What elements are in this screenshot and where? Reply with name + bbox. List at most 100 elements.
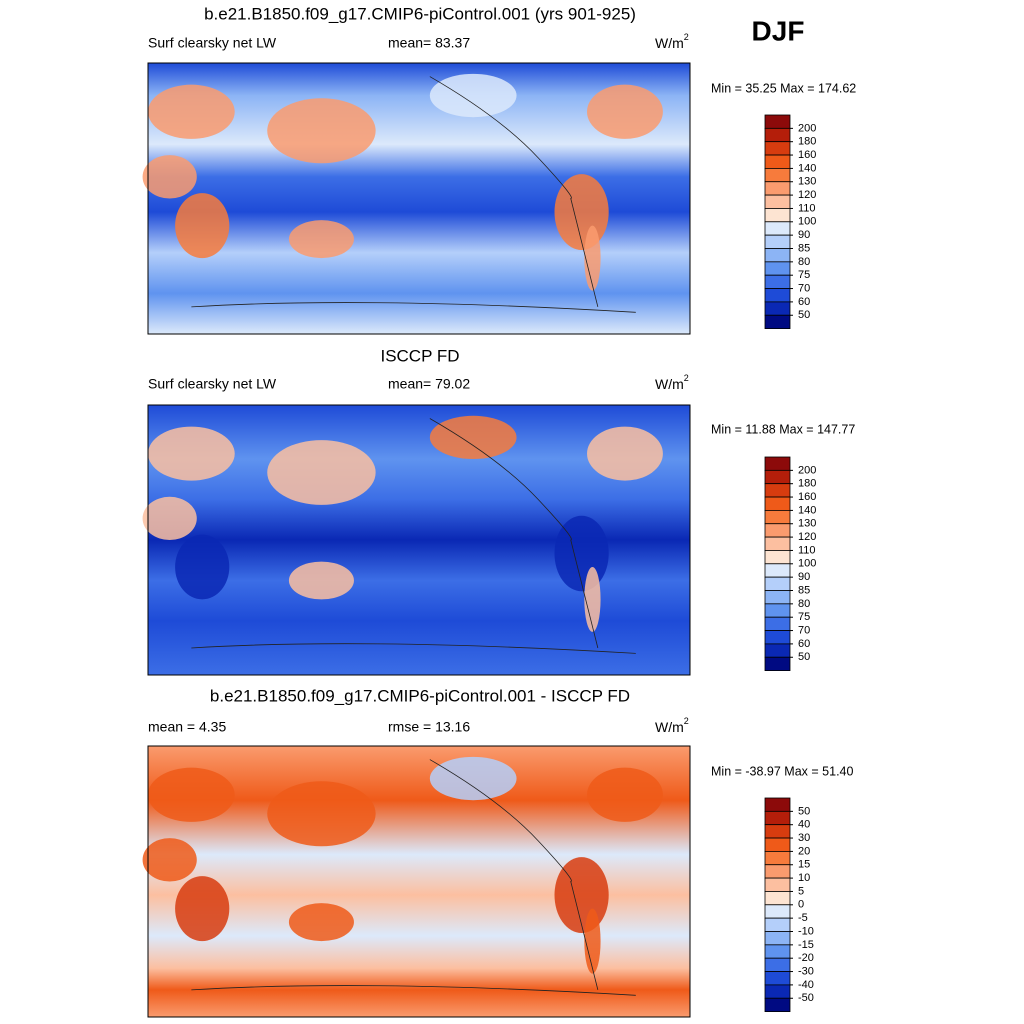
colorbar-label: 85 xyxy=(798,584,810,596)
colorbar-box xyxy=(764,877,791,892)
colorbar-label: -50 xyxy=(798,992,814,1004)
colorbar-label: 100 xyxy=(798,558,816,570)
colorbar-label: -30 xyxy=(798,965,814,977)
region xyxy=(175,193,230,259)
colorbar-box xyxy=(764,536,791,551)
colorbar-label: 90 xyxy=(798,229,810,241)
colorbar-label: -20 xyxy=(798,952,814,964)
region xyxy=(587,426,663,481)
colorbar-box xyxy=(764,891,791,906)
unit-text: W/m xyxy=(655,719,684,735)
panel-title: b.e21.B1850.f09_g17.CMIP6-piControl.001 … xyxy=(204,4,636,23)
unit-label: W/m2 xyxy=(655,373,689,391)
region xyxy=(267,440,376,505)
colorbar-label: 50 xyxy=(798,805,810,817)
colorbar-box xyxy=(764,603,791,618)
colorbar-label: -5 xyxy=(798,912,808,924)
colorbar-label: 70 xyxy=(798,282,810,294)
colorbar-box xyxy=(764,616,791,631)
min-max: Min = -38.97 Max = 51.40 xyxy=(711,764,853,778)
colorbar-label: 50 xyxy=(798,309,810,321)
colorbar-box xyxy=(764,590,791,605)
unit-text: W/m xyxy=(655,376,684,392)
colorbar-label: 100 xyxy=(798,216,816,228)
colorbar-box xyxy=(764,208,791,223)
colorbar-label: 30 xyxy=(798,832,810,844)
colorbar-box xyxy=(764,630,791,645)
colorbar-label: 70 xyxy=(798,624,810,636)
colorbar-label: 120 xyxy=(798,189,816,201)
colorbar-box xyxy=(764,563,791,578)
colorbar-box xyxy=(764,141,791,156)
colorbar-box xyxy=(764,837,791,852)
colorbar-label: 40 xyxy=(798,819,810,831)
colorbar-label: 140 xyxy=(798,504,816,516)
unit-sup: 2 xyxy=(684,32,689,42)
colorbar-box xyxy=(764,824,791,839)
colorbar-box xyxy=(764,931,791,946)
colorbar-label: 75 xyxy=(798,269,810,281)
colorbar-box xyxy=(764,851,791,866)
colorbar-box xyxy=(764,154,791,169)
colorbar-label: 130 xyxy=(798,176,816,188)
map xyxy=(142,62,691,335)
colorbar-label: 180 xyxy=(798,478,816,490)
colorbar-box xyxy=(764,944,791,959)
colorbar-box xyxy=(764,234,791,249)
min-max: Min = 35.25 Max = 174.62 xyxy=(711,81,856,95)
colorbar-label: 90 xyxy=(798,571,810,583)
colorbar-box xyxy=(764,997,791,1013)
colorbar-box xyxy=(764,456,791,471)
colorbar-box xyxy=(764,288,791,303)
colorbar-label: 60 xyxy=(798,296,810,308)
colorbar-label: 110 xyxy=(798,544,816,556)
unit-label: W/m2 xyxy=(655,32,689,50)
colorbar-label: 50 xyxy=(798,651,810,663)
map xyxy=(142,404,691,676)
colorbar-box xyxy=(764,248,791,263)
left-label: Surf clearsky net LW xyxy=(148,35,277,51)
left-label: mean = 4.35 xyxy=(148,719,226,735)
region xyxy=(587,767,663,822)
unit-text: W/m xyxy=(655,35,684,51)
map-frame xyxy=(147,62,691,335)
region xyxy=(142,838,197,882)
panel-title: b.e21.B1850.f09_g17.CMIP6-piControl.001 … xyxy=(210,686,630,705)
colorbar-label: -15 xyxy=(798,939,814,951)
colorbar-label: 15 xyxy=(798,859,810,871)
colorbar-label: 160 xyxy=(798,149,816,161)
panel-title: ISCCP FD xyxy=(380,346,459,365)
colorbar-label: -10 xyxy=(798,925,814,937)
region xyxy=(429,73,517,118)
region xyxy=(267,781,376,847)
colorbar-box xyxy=(764,917,791,932)
region xyxy=(584,908,601,974)
colorbar-label: 20 xyxy=(798,845,810,857)
colorbar-box xyxy=(764,864,791,879)
center-label: mean= 83.37 xyxy=(388,35,470,51)
colorbar-box xyxy=(764,274,791,289)
center-label: mean= 79.02 xyxy=(388,376,470,392)
region xyxy=(584,225,601,291)
coastline xyxy=(191,418,636,654)
colorbar-box xyxy=(764,810,791,826)
colorbar-label: 110 xyxy=(798,202,816,214)
colorbar-box xyxy=(764,167,791,183)
map xyxy=(142,745,691,1018)
colorbar-box xyxy=(764,314,791,330)
colorbar-box xyxy=(764,114,791,129)
colorbar-label: 80 xyxy=(798,598,810,610)
region xyxy=(288,903,354,942)
colorbar-label: 85 xyxy=(798,242,810,254)
region xyxy=(142,155,197,199)
region xyxy=(584,567,601,632)
colorbar-box xyxy=(764,984,791,999)
unit-label: W/m2 xyxy=(655,716,689,734)
colorbar-label: 200 xyxy=(798,464,816,476)
unit-sup: 2 xyxy=(684,716,689,726)
colorbar-label: -40 xyxy=(798,979,814,991)
colorbar-box xyxy=(764,656,791,672)
colorbar-box xyxy=(764,301,791,316)
colorbar-box xyxy=(764,523,791,538)
